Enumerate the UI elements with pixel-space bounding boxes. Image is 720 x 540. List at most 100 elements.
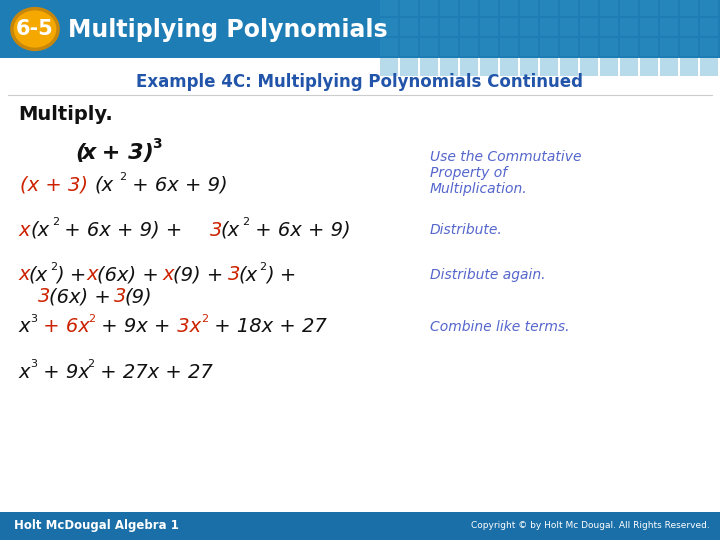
Bar (480, 18, 498, 36)
Bar (520, 38, 538, 56)
Text: (x: (x (95, 176, 114, 194)
Bar (700, 0, 718, 16)
Text: (: ( (75, 143, 85, 163)
Text: + 6x: + 6x (37, 318, 90, 336)
Text: x: x (86, 266, 97, 285)
Text: 3: 3 (30, 314, 37, 324)
Text: 2: 2 (88, 314, 95, 324)
Bar (680, 58, 698, 76)
Bar (660, 18, 678, 36)
Bar (440, 38, 458, 56)
Bar (460, 0, 478, 16)
Bar (520, 58, 538, 76)
Bar (640, 38, 658, 56)
Text: + 27x + 27: + 27x + 27 (94, 362, 212, 381)
Text: Use the Commutative: Use the Commutative (430, 150, 582, 164)
Bar (600, 38, 618, 56)
Text: Multiplying Polynomials: Multiplying Polynomials (68, 18, 387, 42)
Text: Property of: Property of (430, 166, 507, 180)
Bar (580, 0, 598, 16)
Bar (600, 58, 618, 76)
Text: + 9x +: + 9x + (95, 318, 171, 336)
Bar (420, 18, 438, 36)
Bar (0, 60, 720, 512)
Text: 3: 3 (38, 287, 50, 307)
Bar (660, 58, 678, 76)
Bar (580, 58, 598, 76)
Bar (600, 18, 618, 36)
Text: + 18x + 27: + 18x + 27 (208, 318, 327, 336)
Bar (580, 38, 598, 56)
Bar (560, 58, 578, 76)
Bar (500, 18, 518, 36)
Bar (620, 0, 638, 16)
Bar (660, 0, 678, 16)
Bar (380, 38, 398, 56)
Bar (560, 38, 578, 56)
Text: 2: 2 (52, 217, 59, 227)
Text: x: x (82, 143, 96, 163)
Bar (560, 18, 578, 36)
Text: (x: (x (221, 220, 240, 240)
Bar (620, 58, 638, 76)
Bar (560, 0, 578, 16)
Text: 2: 2 (259, 262, 266, 272)
Bar (460, 58, 478, 76)
Bar (380, 18, 398, 36)
Bar (640, 0, 658, 16)
Text: (6x) +: (6x) + (49, 287, 111, 307)
Text: Multiplication.: Multiplication. (430, 182, 528, 196)
Bar (700, 58, 718, 76)
Bar (480, 38, 498, 56)
Bar (440, 0, 458, 16)
Bar (480, 58, 498, 76)
Text: ) +: ) + (56, 266, 86, 285)
Bar (680, 18, 698, 36)
Bar (460, 18, 478, 36)
Bar (620, 38, 638, 56)
Text: 6-5: 6-5 (16, 19, 54, 39)
Ellipse shape (12, 9, 58, 49)
Text: + 6x + 9): + 6x + 9) (249, 220, 351, 240)
Bar (700, 18, 718, 36)
Text: 3x: 3x (171, 318, 201, 336)
Bar (420, 58, 438, 76)
Text: 3: 3 (114, 287, 127, 307)
Bar (540, 38, 558, 56)
Text: 2: 2 (50, 262, 57, 272)
Bar (680, 38, 698, 56)
Bar (500, 0, 518, 16)
Bar (580, 18, 598, 36)
Bar (380, 0, 398, 16)
Text: Distribute again.: Distribute again. (430, 268, 546, 282)
Bar (540, 58, 558, 76)
Text: + 3): + 3) (94, 143, 154, 163)
Text: 3: 3 (30, 359, 37, 369)
Bar (700, 38, 718, 56)
Bar (380, 58, 398, 76)
Text: (x + 3): (x + 3) (20, 176, 88, 194)
Bar (520, 18, 538, 36)
Bar (680, 0, 698, 16)
Bar (400, 18, 418, 36)
Text: x: x (18, 266, 30, 285)
Bar (420, 0, 438, 16)
Text: + 6x + 9): + 6x + 9) (126, 176, 228, 194)
Text: 3: 3 (228, 266, 240, 285)
Text: Holt McDougal Algebra 1: Holt McDougal Algebra 1 (14, 519, 179, 532)
Bar (460, 38, 478, 56)
Text: 2: 2 (87, 359, 94, 369)
Text: Copyright © by Holt Mc Dougal. All Rights Reserved.: Copyright © by Holt Mc Dougal. All Right… (472, 522, 710, 530)
Text: Example 4C: Multiplying Polynomials Continued: Example 4C: Multiplying Polynomials Cont… (137, 73, 583, 91)
Text: x: x (18, 362, 30, 381)
Text: (6x) +: (6x) + (97, 266, 158, 285)
Text: (x: (x (239, 266, 258, 285)
Bar (400, 0, 418, 16)
Text: ) +: ) + (266, 266, 296, 285)
Bar (440, 58, 458, 76)
Bar (500, 38, 518, 56)
Text: + 9x: + 9x (37, 362, 90, 381)
Text: 3: 3 (152, 137, 161, 151)
Bar (540, 0, 558, 16)
Text: x: x (18, 318, 30, 336)
